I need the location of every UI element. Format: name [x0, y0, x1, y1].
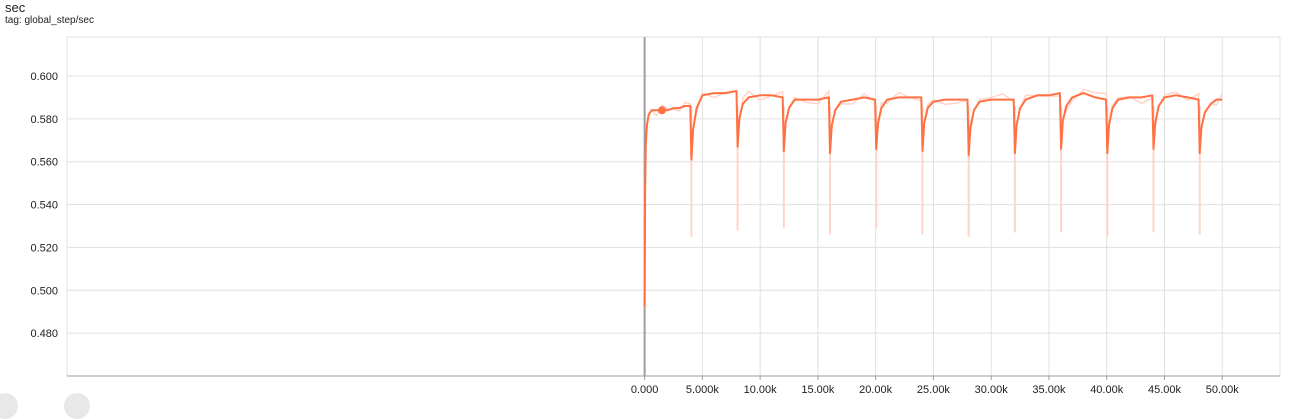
x-axis: [67, 37, 1280, 380]
y-tick-labels: 0.480 0.500 0.520 0.540 0.560 0.580 0.600: [30, 71, 58, 340]
x-tick-label: 45.00k: [1148, 384, 1182, 396]
y-tick-label: 0.520: [30, 242, 58, 254]
y-gridlines: [67, 36, 1280, 334]
line-chart[interactable]: 0.480 0.500 0.520 0.540 0.560 0.580 0.600 0.00…: [0, 0, 1291, 401]
x-tick-label: 50.00k: [1206, 384, 1240, 396]
x-gridlines: [66, 37, 1281, 376]
x-tick-label: 20.00k: [859, 384, 893, 396]
y-tick-label: 0.580: [30, 114, 58, 126]
y-tick-label: 0.500: [30, 285, 58, 297]
x-tick-label: 40.00k: [1090, 384, 1124, 396]
smoothed-series: [643, 90, 1223, 308]
chart-title: sec: [5, 0, 26, 15]
y-tick-label: 0.560: [30, 157, 58, 169]
chart-tag: tag: global_step/sec: [5, 15, 94, 26]
x-tick-label: 10.00k: [744, 384, 778, 396]
highlight-point: [657, 106, 666, 115]
x-tick-labels: 0.000 5.000k 10.00k 15.00k 20.00k 25.00k 30.00…: [631, 384, 1239, 396]
x-tick-label: 30.00k: [975, 384, 1009, 396]
x-tick-label: 0.000: [631, 384, 659, 396]
smoothed-series-line: [643, 90, 1223, 308]
x-tick-label: 15.00k: [801, 384, 835, 396]
highlight-point-dot: [657, 106, 666, 115]
x-tick-label: 25.00k: [917, 384, 951, 396]
y-tick-label: 0.600: [30, 71, 58, 83]
x-tick-label: 35.00k: [1032, 384, 1066, 396]
y-tick-label: 0.540: [30, 200, 58, 212]
y-tick-label: 0.480: [30, 328, 58, 340]
log-scale-button[interactable]: [64, 393, 90, 419]
x-tick-label: 5.000k: [686, 384, 720, 396]
